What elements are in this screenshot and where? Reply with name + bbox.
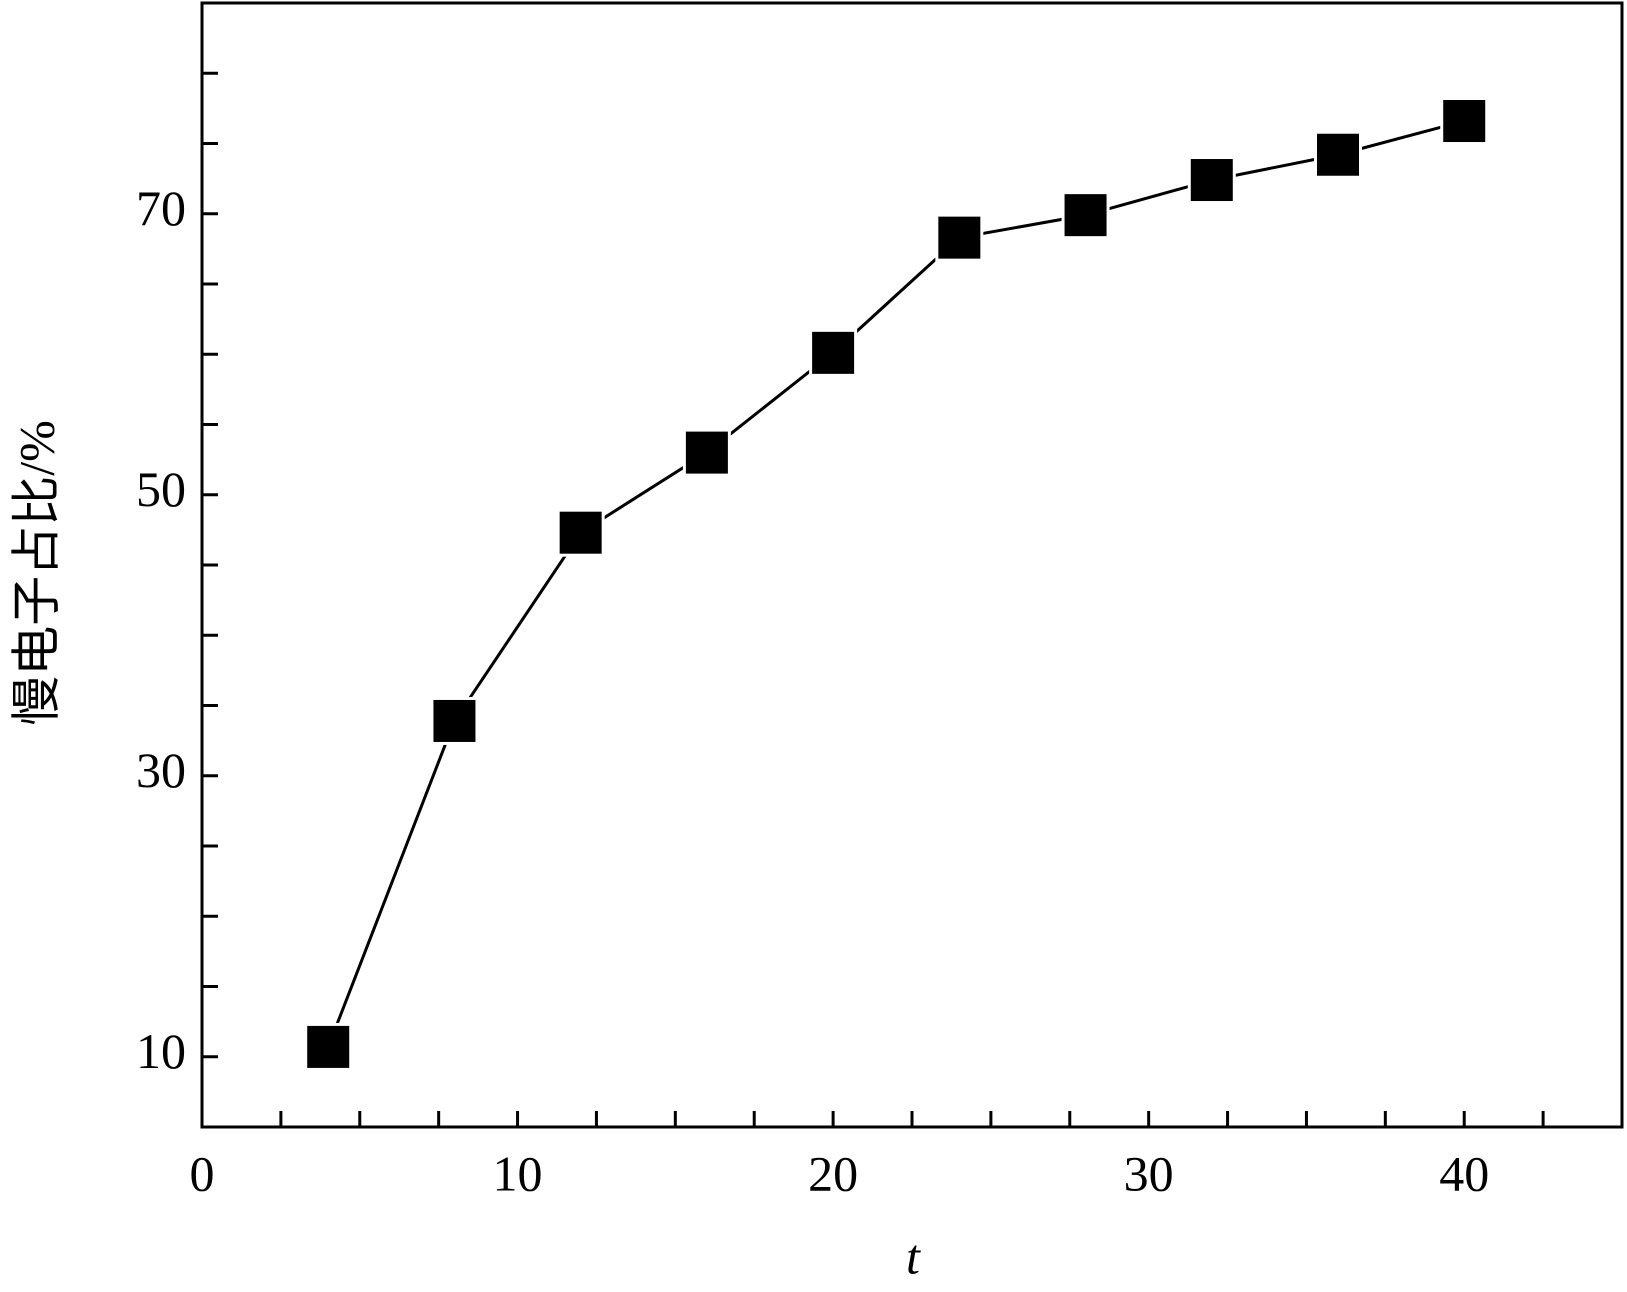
x-tick-label: 30 xyxy=(1124,1145,1174,1201)
x-axis-label: t xyxy=(906,1228,921,1284)
x-tick-label: 10 xyxy=(493,1145,543,1201)
marker xyxy=(556,508,605,557)
marker xyxy=(1187,156,1236,205)
y-tick-label: 10 xyxy=(136,1023,186,1079)
marker xyxy=(809,328,858,377)
x-tick-label: 0 xyxy=(190,1145,215,1201)
y-tick-label: 30 xyxy=(136,742,186,798)
plot-frame xyxy=(200,1,1624,1129)
x-tick-label: 40 xyxy=(1439,1145,1489,1201)
series-line xyxy=(326,119,1465,1048)
marker xyxy=(304,1022,353,1071)
marker xyxy=(682,428,731,477)
marker xyxy=(1440,97,1489,146)
marker xyxy=(935,213,984,262)
marker xyxy=(1314,130,1362,179)
marker xyxy=(430,696,479,745)
marker xyxy=(1061,191,1110,240)
y-tick-label: 50 xyxy=(136,461,186,517)
x-tick-label: 20 xyxy=(808,1145,858,1201)
y-tick-label: 70 xyxy=(136,180,186,236)
y-axis-label: 慢电子占比/% xyxy=(8,420,64,726)
